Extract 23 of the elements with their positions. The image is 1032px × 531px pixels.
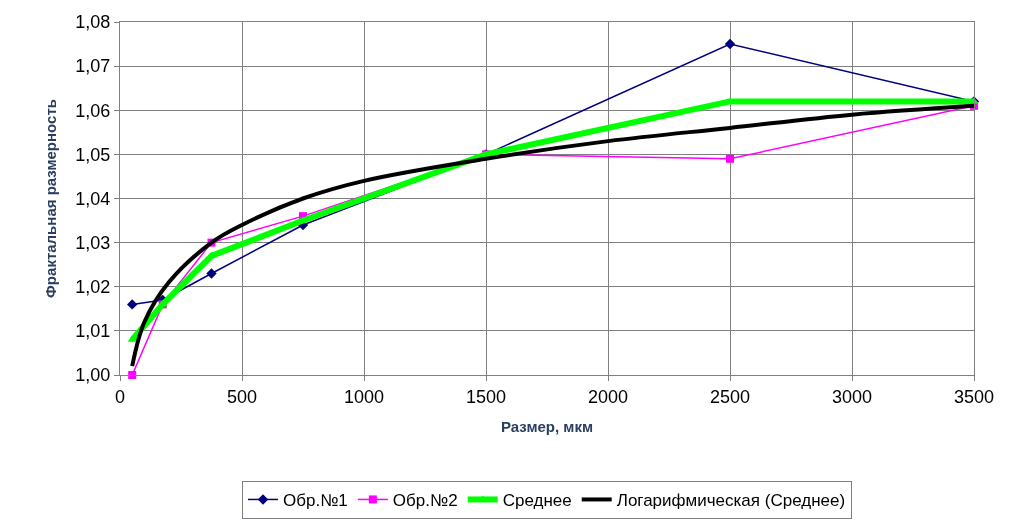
y-tick-label: 1,05	[75, 144, 111, 165]
legend-label: Обр.№1	[283, 491, 348, 511]
y-tick-label: 1,02	[75, 277, 111, 298]
y-tick-label: 1,08	[75, 12, 111, 33]
y-tick-label: 1,03	[75, 232, 111, 253]
y-tick-label: 1,01	[75, 321, 111, 342]
y-axis-title: Фрактальная размерность	[41, 99, 59, 298]
x-tick-label: 500	[226, 386, 258, 407]
y-tick-label: 1,04	[75, 188, 111, 209]
legend-label: Обр.№2	[392, 491, 458, 511]
legend-label: Логарифмическая (Среднее)	[616, 491, 846, 511]
x-tick-label: 2500	[709, 386, 751, 407]
x-tick-label: 3500	[953, 386, 995, 407]
y-tick-label: 1,07	[75, 56, 111, 77]
x-tick-label: 1000	[343, 386, 385, 407]
x-tick-label: 1500	[465, 386, 507, 407]
x-tick-label: 0	[114, 386, 126, 407]
x-tick-label: 2000	[587, 386, 629, 407]
x-tick-label: 3000	[831, 386, 873, 407]
legend-label: Среднее	[502, 491, 572, 511]
x-axis-title: Размер, мкм	[500, 417, 594, 435]
y-tick-label: 1,00	[75, 365, 111, 386]
y-tick-label: 1,06	[75, 100, 111, 121]
